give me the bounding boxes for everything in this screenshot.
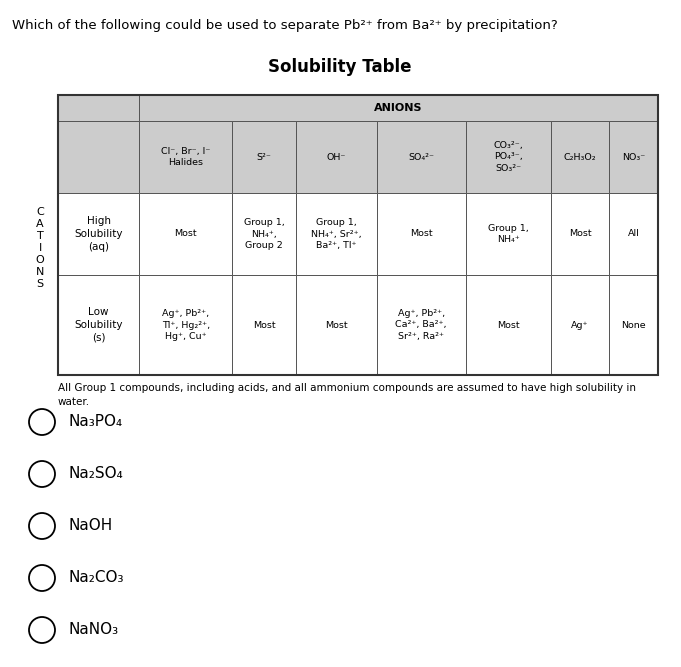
Text: All: All (628, 229, 639, 239)
Bar (232, 275, 296, 375)
Text: Ag⁺, Pb²⁺,
Ca²⁺, Ba²⁺,
Sr²⁺, Ra²⁺: Ag⁺, Pb²⁺, Ca²⁺, Ba²⁺, Sr²⁺, Ra²⁺ (396, 309, 447, 341)
Bar (58, 193, 139, 275)
Text: Na₂CO₃: Na₂CO₃ (68, 570, 123, 586)
Bar (466, 275, 551, 375)
Bar (296, 275, 377, 375)
Text: Group 1,
NH₄⁺: Group 1, NH₄⁺ (488, 223, 528, 244)
Text: Ag⁺, Pb²⁺,
Tl⁺, Hg₂²⁺,
Hg⁺, Cu⁺: Ag⁺, Pb²⁺, Tl⁺, Hg₂²⁺, Hg⁺, Cu⁺ (161, 309, 210, 341)
Text: High
Solubility
(aq): High Solubility (aq) (74, 216, 123, 252)
Text: Cl⁻, Br⁻, I⁻
Halides: Cl⁻, Br⁻, I⁻ Halides (161, 147, 210, 167)
Circle shape (29, 409, 55, 435)
Text: All Group 1 compounds, including acids, and all ammonium compounds are assumed t: All Group 1 compounds, including acids, … (58, 383, 636, 407)
Text: Most: Most (569, 229, 592, 239)
Text: Most: Most (325, 321, 347, 329)
Bar (377, 121, 466, 193)
Bar (232, 121, 296, 193)
Text: Ag⁺: Ag⁺ (571, 321, 589, 329)
Bar (139, 95, 658, 121)
Bar (139, 275, 232, 375)
Bar (466, 121, 551, 193)
Bar (139, 121, 232, 193)
Text: None: None (621, 321, 646, 329)
Text: Group 1,
NH₄⁺,
Group 2: Group 1, NH₄⁺, Group 2 (244, 218, 285, 250)
Text: Most: Most (253, 321, 275, 329)
Text: Most: Most (174, 229, 197, 239)
Circle shape (29, 617, 55, 643)
Text: Most: Most (410, 229, 432, 239)
Text: CO₃²⁻,
PO₄³⁻,
SO₃²⁻: CO₃²⁻, PO₄³⁻, SO₃²⁻ (494, 141, 523, 173)
Bar (58, 121, 139, 193)
Bar (551, 121, 609, 193)
Text: SO₄²⁻: SO₄²⁻ (408, 153, 434, 161)
Bar (232, 193, 296, 275)
Bar (58, 95, 658, 375)
Bar (609, 193, 658, 275)
Text: NaOH: NaOH (68, 518, 112, 534)
Text: C
A
T
I
O
N
S: C A T I O N S (35, 207, 44, 289)
Bar (609, 275, 658, 375)
Text: Na₂SO₄: Na₂SO₄ (68, 466, 123, 482)
Bar (551, 275, 609, 375)
Circle shape (29, 461, 55, 487)
Bar (377, 193, 466, 275)
Text: Na₃PO₄: Na₃PO₄ (68, 414, 122, 430)
Text: Solubility Table: Solubility Table (268, 58, 412, 76)
Text: NaNO₃: NaNO₃ (68, 622, 118, 638)
Bar (58, 275, 139, 375)
Bar (377, 275, 466, 375)
Bar (551, 193, 609, 275)
Text: Most: Most (497, 321, 520, 329)
Text: Group 1,
NH₄⁺, Sr²⁺,
Ba²⁺, Tl⁺: Group 1, NH₄⁺, Sr²⁺, Ba²⁺, Tl⁺ (311, 218, 362, 250)
Circle shape (29, 565, 55, 591)
Bar (58, 95, 139, 121)
Bar (609, 121, 658, 193)
Text: Which of the following could be used to separate Pb²⁺ from Ba²⁺ by precipitation: Which of the following could be used to … (12, 19, 558, 32)
Bar (296, 193, 377, 275)
Text: NO₃⁻: NO₃⁻ (622, 153, 646, 161)
Text: Low
Solubility
(s): Low Solubility (s) (74, 307, 123, 343)
Circle shape (29, 513, 55, 539)
Text: OH⁻: OH⁻ (326, 153, 346, 161)
Text: ANIONS: ANIONS (375, 103, 423, 113)
Text: S²⁻: S²⁻ (257, 153, 272, 161)
Bar (139, 193, 232, 275)
Bar (296, 121, 377, 193)
Text: C₂H₃O₂: C₂H₃O₂ (564, 153, 597, 161)
Bar (466, 193, 551, 275)
